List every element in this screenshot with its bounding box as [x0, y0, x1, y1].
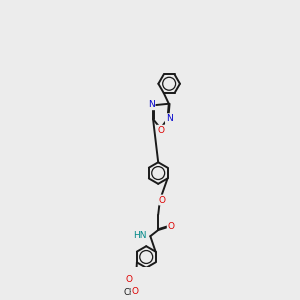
Text: O: O	[159, 196, 166, 205]
Text: CH₃: CH₃	[123, 288, 139, 297]
Text: O: O	[126, 275, 133, 284]
Text: N: N	[148, 100, 154, 109]
Text: O: O	[157, 126, 164, 135]
Text: O: O	[132, 287, 139, 296]
Text: HN: HN	[133, 231, 147, 240]
Text: N: N	[166, 114, 172, 123]
Text: O: O	[168, 222, 175, 231]
